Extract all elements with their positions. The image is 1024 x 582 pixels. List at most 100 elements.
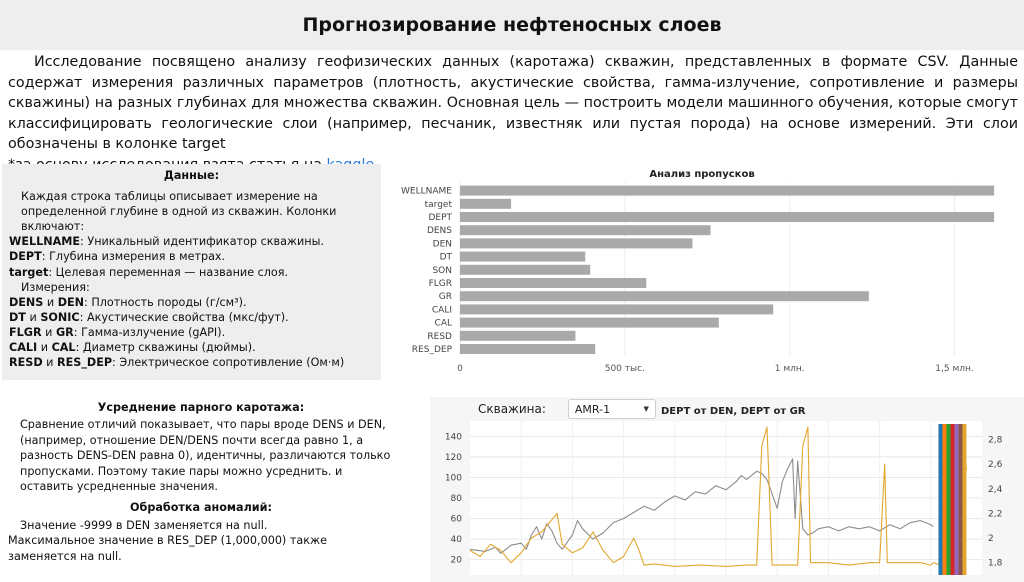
measurement-separator: и [37,341,52,355]
y-tick-label: WELLNAME [401,187,452,197]
well-selector-label: Скважина: [478,402,546,416]
averaging-title: Усреднение парного каротажа: [97,401,305,414]
column-desc: : Глубина измерения в метрах. [41,250,226,264]
data-panel-title: Данные: [163,169,220,182]
measurement-key-2: GR [55,325,74,339]
measurement-key: CALI [9,341,38,355]
measurement-key-2: CAL [51,341,76,355]
column-item: DEPT: Глубина измерения в метрах. [9,249,374,264]
y2-tick-label: 1,8 [988,559,1003,569]
missing-values-chart: Анализ пропусков 0 500 тыс. 1 млн. 1,5 млн. W… [401,169,995,374]
well-dropdown-value: AMR-1 [574,402,611,416]
series-line [469,458,934,554]
measurement-key: RESD [9,356,43,370]
bar [460,304,774,315]
y-tick-label: 120 [445,453,462,463]
measurement-desc: : Диаметр скважины (дюймы). [75,341,256,355]
measurement-key-2: SONIC [40,310,80,324]
bar [460,212,995,222]
layer-strip [938,424,943,575]
y-tick-label: DEN [433,239,452,249]
series-line [469,426,968,567]
column-key: target [9,265,49,279]
layer-strip [942,424,947,575]
y2-tick-label: 2,6 [988,460,1003,470]
y-tick-label: DENS [427,226,452,236]
column-key: DEPT [9,250,42,264]
measurement-separator: и [25,310,41,324]
page-header: Прогнозирование нефтеносных слоев [0,0,1024,50]
measurements-list: DENS и DEN: Плотность породы (г/см³). DT … [9,295,374,370]
measurement-desc: : Гамма-излучение (gAPI). [73,325,226,339]
layer-strip [958,424,963,575]
y-tick-label: target [425,200,453,210]
y-tick-label: 140 [445,432,462,442]
measurement-item: DT и SONIC: Акустические свойства (мкс/ф… [9,310,374,325]
averaging-text: Сравнение отличий показывает, что пары в… [20,418,391,494]
layer-strip [950,424,955,575]
bar [460,251,586,262]
measurements-label: Измерения: [21,280,90,294]
x-tick-label: 1 млн. [775,364,805,374]
y-tick-label: 80 [451,494,463,504]
page-title: Прогнозирование нефтеносных слоев [302,14,722,36]
well-selector: Скважина: AMR-1 ▼ [478,399,656,419]
y-tick-label: RES_DEP [412,345,453,355]
data-description-panel: Данные: Каждая строка таблицы описывает … [2,164,381,380]
intro-section: Исследование посвящено анализу геофизиче… [8,52,1018,176]
bar [460,344,596,354]
bar [460,317,719,328]
column-item: target: Целевая переменная — название сл… [9,265,374,280]
measurement-desc: : Плотность породы (г/см³). [84,295,247,309]
bar [460,198,512,209]
y-tick-label: 40 [451,535,463,545]
caret-down-icon: ▼ [643,405,649,413]
measurement-item: RESD и RES_DEP: Электрическое сопротивле… [9,355,374,370]
layer-strip [962,424,967,575]
column-item: WELLNAME: Уникальный идентификатор скваж… [9,234,374,249]
measurement-key-2: DEN [57,295,85,309]
bar [460,238,693,249]
y-tick-label: 60 [451,515,463,525]
anomaly-line-2: Максимальное значение в RES_DEP (1,000,0… [8,534,327,563]
anomaly-title: Обработка аномалий: [130,501,272,515]
bar [460,225,711,236]
y2-tick-label: 2,4 [988,485,1003,495]
chart-title: Анализ пропусков [649,169,754,180]
y2-tick-label: 2,8 [988,435,1003,445]
y-tick-label: 20 [451,556,463,566]
averaging-panel: Усреднение парного каротажа: Сравнение о… [8,400,394,564]
depth-line-chart: DEPT от DEN, DEPT от GR 20 40 60 80 100 120 140… [430,397,1024,582]
bar [460,291,869,302]
columns-list: WELLNAME: Уникальный идентификатор скваж… [9,234,374,279]
measurement-key-2: RES_DEP [57,356,113,370]
y-tick-label: CALI [432,305,452,315]
well-dropdown[interactable]: AMR-1 ▼ [567,399,656,419]
measurement-separator: и [43,295,58,309]
measurement-item: FLGR и GR: Гамма-излучение (gAPI). [9,325,374,340]
measurement-item: CALI и CAL: Диаметр скважины (дюймы). [9,340,374,355]
y-tick-label: DEPT [428,213,452,223]
column-desc: : Целевая переменная — название слоя. [48,265,289,279]
y-tick-label: CAL [435,319,452,329]
anomaly-line-1: Значение -9999 в DEN заменяется на null. [20,518,268,532]
measurement-desc: : Акустические свойства (мкс/фут). [79,310,289,324]
bar [460,330,576,341]
measurement-key: FLGR [9,325,42,339]
y-tick-label: DT [440,253,453,263]
bar [460,278,647,288]
bar [460,264,591,275]
x-tick-label: 0 [457,364,463,374]
measurement-key: DENS [9,295,44,309]
layer-strip [946,424,951,575]
measurement-item: DENS и DEN: Плотность породы (г/см³). [9,295,374,310]
y-tick-label: SON [432,266,452,276]
intro-text: Исследование посвящено анализу геофизиче… [8,54,1018,153]
bar [460,185,995,196]
measurement-separator: и [42,356,57,370]
y-tick-label: RESD [427,332,452,342]
x-tick-label: 1,5 млн. [935,364,973,374]
y2-tick-label: 2,2 [988,509,1002,519]
column-desc: : Уникальный идентификатор скважины. [80,235,324,249]
y2-tick-label: 2 [988,534,994,544]
